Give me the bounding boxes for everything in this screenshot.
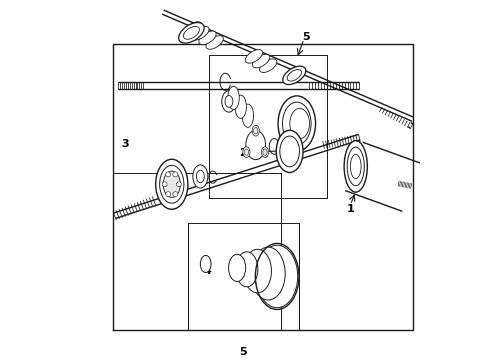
Ellipse shape [244,249,271,293]
Ellipse shape [193,165,208,188]
Circle shape [173,192,178,197]
Circle shape [176,182,181,187]
Text: 3: 3 [122,139,129,149]
Ellipse shape [192,26,209,40]
Ellipse shape [283,102,311,145]
Ellipse shape [225,95,233,107]
Ellipse shape [160,165,184,203]
Ellipse shape [245,50,263,63]
Text: 4: 4 [203,266,211,276]
Ellipse shape [347,147,364,186]
Circle shape [162,182,167,187]
Ellipse shape [276,130,303,172]
Ellipse shape [262,147,269,157]
Ellipse shape [183,26,199,39]
Ellipse shape [245,149,248,156]
Ellipse shape [253,127,258,134]
Ellipse shape [251,247,285,300]
Ellipse shape [290,108,310,139]
Ellipse shape [252,54,270,68]
Ellipse shape [236,252,258,287]
Ellipse shape [179,23,204,43]
Ellipse shape [200,255,211,273]
Ellipse shape [287,69,301,81]
Ellipse shape [260,59,277,72]
Ellipse shape [246,130,266,159]
Ellipse shape [280,136,299,167]
Circle shape [173,172,178,177]
Ellipse shape [257,245,298,308]
Ellipse shape [278,96,316,151]
Ellipse shape [235,95,246,118]
Text: 2: 2 [239,148,247,158]
Ellipse shape [252,125,259,136]
Ellipse shape [222,91,236,112]
Ellipse shape [199,31,216,45]
Ellipse shape [228,254,245,282]
Ellipse shape [196,170,204,183]
Text: 5: 5 [302,32,310,42]
Ellipse shape [283,66,306,85]
Ellipse shape [243,147,250,157]
Ellipse shape [185,22,202,35]
Ellipse shape [163,171,180,198]
Circle shape [166,172,171,177]
Text: 5: 5 [240,347,247,357]
Text: 1: 1 [346,203,354,213]
Ellipse shape [344,141,368,192]
Ellipse shape [156,159,188,209]
Ellipse shape [206,36,223,49]
Circle shape [166,192,171,197]
Ellipse shape [228,86,239,109]
Ellipse shape [350,154,361,179]
Ellipse shape [242,104,253,127]
Ellipse shape [263,149,267,156]
